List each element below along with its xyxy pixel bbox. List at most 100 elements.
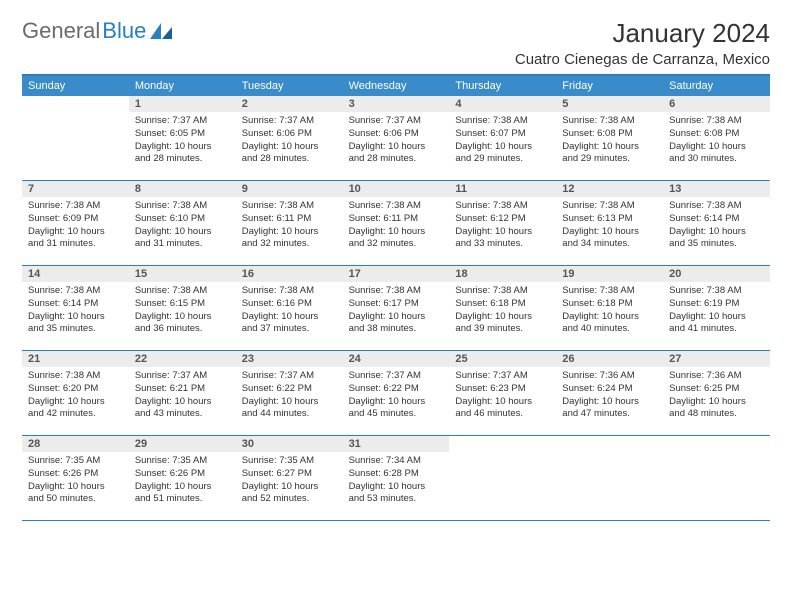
day-body: Sunrise: 7:38 AMSunset: 6:17 PMDaylight:… (343, 282, 450, 341)
day-cell: 27Sunrise: 7:36 AMSunset: 6:25 PMDayligh… (663, 351, 770, 435)
day-number: 6 (663, 96, 770, 112)
month-title: January 2024 (515, 18, 770, 49)
sunset-text: Sunset: 6:05 PM (135, 128, 230, 141)
daylight-text: Daylight: 10 hours and 28 minutes. (349, 141, 444, 167)
daylight-text: Daylight: 10 hours and 29 minutes. (562, 141, 657, 167)
sunset-text: Sunset: 6:06 PM (242, 128, 337, 141)
daylight-text: Daylight: 10 hours and 28 minutes. (135, 141, 230, 167)
day-number: 24 (343, 351, 450, 367)
sunset-text: Sunset: 6:24 PM (562, 383, 657, 396)
daylight-text: Daylight: 10 hours and 47 minutes. (562, 396, 657, 422)
day-number: 2 (236, 96, 343, 112)
sunset-text: Sunset: 6:20 PM (28, 383, 123, 396)
day-body: Sunrise: 7:38 AMSunset: 6:08 PMDaylight:… (556, 112, 663, 171)
sunrise-text: Sunrise: 7:35 AM (28, 455, 123, 468)
logo-part1: General (22, 18, 100, 44)
sunrise-text: Sunrise: 7:37 AM (135, 370, 230, 383)
daylight-text: Daylight: 10 hours and 35 minutes. (669, 226, 764, 252)
day-cell: 29Sunrise: 7:35 AMSunset: 6:26 PMDayligh… (129, 436, 236, 520)
sunset-text: Sunset: 6:14 PM (669, 213, 764, 226)
weeks-container: 1Sunrise: 7:37 AMSunset: 6:05 PMDaylight… (22, 96, 770, 521)
day-body: Sunrise: 7:38 AMSunset: 6:10 PMDaylight:… (129, 197, 236, 256)
daylight-text: Daylight: 10 hours and 32 minutes. (242, 226, 337, 252)
day-cell: 3Sunrise: 7:37 AMSunset: 6:06 PMDaylight… (343, 96, 450, 180)
daylight-text: Daylight: 10 hours and 38 minutes. (349, 311, 444, 337)
sunrise-text: Sunrise: 7:38 AM (669, 285, 764, 298)
sunset-text: Sunset: 6:19 PM (669, 298, 764, 311)
day-cell: 10Sunrise: 7:38 AMSunset: 6:11 PMDayligh… (343, 181, 450, 265)
sunset-text: Sunset: 6:27 PM (242, 468, 337, 481)
sunrise-text: Sunrise: 7:38 AM (455, 285, 550, 298)
header: GeneralBlue January 2024 Cuatro Cienegas… (22, 18, 770, 68)
day-cell: 9Sunrise: 7:38 AMSunset: 6:11 PMDaylight… (236, 181, 343, 265)
week-row: 7 Sunrise: 7:38 AM Sunset: 6:09 PM Daylight… (22, 181, 770, 266)
sunrise-text: Sunrise: 7:38 AM (669, 115, 764, 128)
sunset-text: Sunset: 6:21 PM (135, 383, 230, 396)
day-cell: 13Sunrise: 7:38 AMSunset: 6:14 PMDayligh… (663, 181, 770, 265)
day-body: Sunrise: 7:38 AMSunset: 6:19 PMDaylight:… (663, 282, 770, 341)
sunset-text: Sunset: 6:06 PM (349, 128, 444, 141)
sunset-text: Sunset: 6:08 PM (562, 128, 657, 141)
day-body: Sunrise: 7:36 AMSunset: 6:25 PMDaylight:… (663, 367, 770, 426)
day-number (449, 436, 556, 440)
logo: GeneralBlue (22, 18, 172, 44)
day-cell: 22Sunrise: 7:37 AMSunset: 6:21 PMDayligh… (129, 351, 236, 435)
week-row: 14 Sunrise: 7:38 AM Sunset: 6:14 PM Dayligh… (22, 266, 770, 351)
day-cell: 4Sunrise: 7:38 AMSunset: 6:07 PMDaylight… (449, 96, 556, 180)
week-row: 28Sunrise: 7:35 AMSunset: 6:26 PMDayligh… (22, 436, 770, 521)
daylight-text: Daylight: 10 hours and 50 minutes. (28, 481, 123, 507)
location: Cuatro Cienegas de Carranza, Mexico (515, 51, 770, 68)
day-cell: 16Sunrise: 7:38 AMSunset: 6:16 PMDayligh… (236, 266, 343, 350)
sunset-text: Sunset: 6:13 PM (562, 213, 657, 226)
sunrise-text: Sunrise: 7:37 AM (349, 370, 444, 383)
daylight-text: Daylight: 10 hours and 53 minutes. (349, 481, 444, 507)
sunrise-text: Sunrise: 7:37 AM (135, 115, 230, 128)
sunset-text: Sunset: 6:10 PM (135, 213, 230, 226)
week-row: 1Sunrise: 7:37 AMSunset: 6:05 PMDaylight… (22, 96, 770, 181)
daylight-text: Daylight: 10 hours and 41 minutes. (669, 311, 764, 337)
calendar: SundayMondayTuesdayWednesdayThursdayFrid… (22, 74, 770, 521)
day-cell: 28Sunrise: 7:35 AMSunset: 6:26 PMDayligh… (22, 436, 129, 520)
day-cell: 1Sunrise: 7:37 AMSunset: 6:05 PMDaylight… (129, 96, 236, 180)
day-cell (556, 436, 663, 520)
sunrise-text: Sunrise: 7:38 AM (562, 115, 657, 128)
daylight-text: Daylight: 10 hours and 42 minutes. (28, 396, 123, 422)
sunset-text: Sunset: 6:09 PM (28, 213, 123, 226)
sunrise-text: Sunrise: 7:38 AM (349, 200, 444, 213)
day-body: Sunrise: 7:38 AMSunset: 6:14 PMDaylight:… (663, 197, 770, 256)
day-cell (449, 436, 556, 520)
sunset-text: Sunset: 6:26 PM (135, 468, 230, 481)
day-number: 23 (236, 351, 343, 367)
day-cell: 6Sunrise: 7:38 AMSunset: 6:08 PMDaylight… (663, 96, 770, 180)
day-cell: 12Sunrise: 7:38 AMSunset: 6:13 PMDayligh… (556, 181, 663, 265)
day-body: Sunrise: 7:38 AMSunset: 6:18 PMDaylight:… (556, 282, 663, 341)
day-number: 7 (22, 181, 129, 197)
sunrise-text: Sunrise: 7:37 AM (242, 115, 337, 128)
sunset-text: Sunset: 6:18 PM (562, 298, 657, 311)
sunset-text: Sunset: 6:14 PM (28, 298, 123, 311)
day-number: 3 (343, 96, 450, 112)
day-body: Sunrise: 7:35 AMSunset: 6:26 PMDaylight:… (129, 452, 236, 511)
day-number: 8 (129, 181, 236, 197)
day-body: Sunrise: 7:36 AMSunset: 6:24 PMDaylight:… (556, 367, 663, 426)
sunrise-text: Sunrise: 7:34 AM (349, 455, 444, 468)
sunrise-text: Sunrise: 7:38 AM (242, 285, 337, 298)
day-number: 11 (449, 181, 556, 197)
page: GeneralBlue January 2024 Cuatro Cienegas… (0, 0, 792, 531)
sunrise-text: Sunrise: 7:35 AM (242, 455, 337, 468)
day-number: 9 (236, 181, 343, 197)
daylight-text: Daylight: 10 hours and 39 minutes. (455, 311, 550, 337)
day-number: 30 (236, 436, 343, 452)
day-number: 16 (236, 266, 343, 282)
day-number: 14 (22, 266, 129, 282)
day-cell (663, 436, 770, 520)
logo-part2: Blue (102, 18, 146, 44)
day-cell (22, 96, 129, 180)
day-cell: 31Sunrise: 7:34 AMSunset: 6:28 PMDayligh… (343, 436, 450, 520)
day-cell: 18Sunrise: 7:38 AMSunset: 6:18 PMDayligh… (449, 266, 556, 350)
day-number: 20 (663, 266, 770, 282)
day-number: 18 (449, 266, 556, 282)
day-cell: 26Sunrise: 7:36 AMSunset: 6:24 PMDayligh… (556, 351, 663, 435)
day-number: 22 (129, 351, 236, 367)
day-number: 17 (343, 266, 450, 282)
